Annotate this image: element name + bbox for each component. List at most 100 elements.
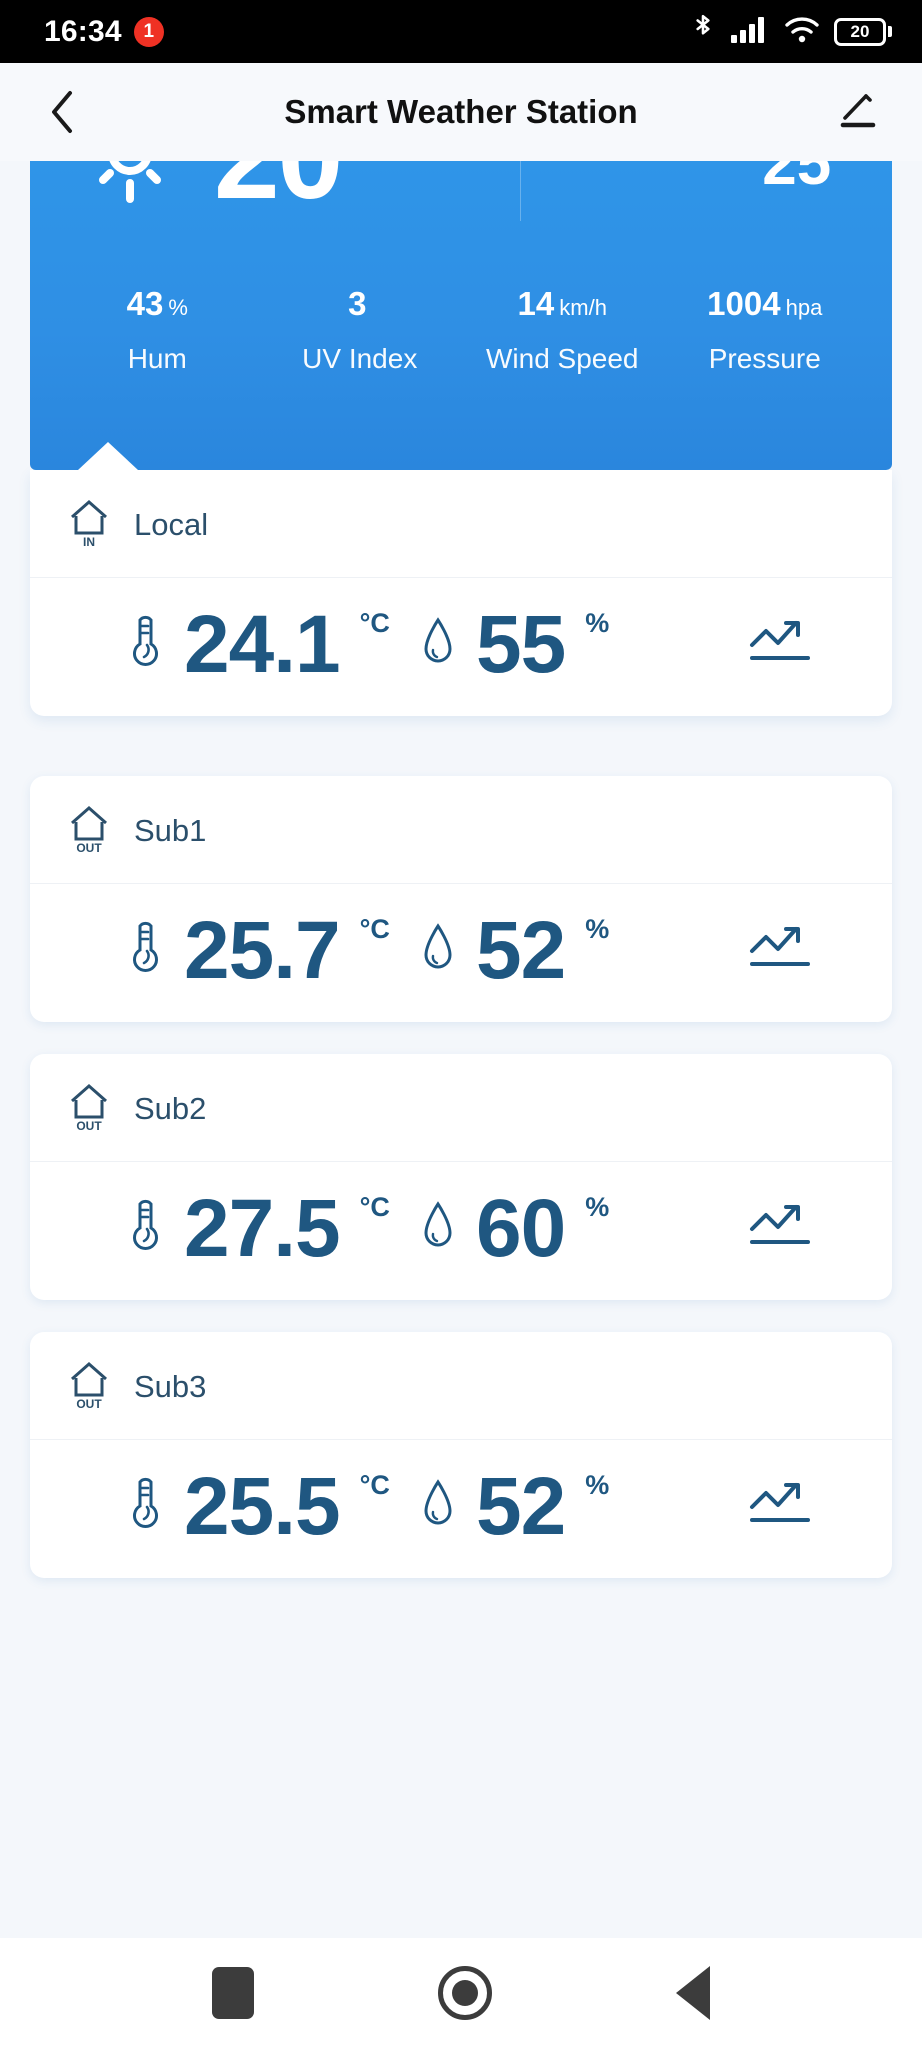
status-bar-clock: 16:34 [44, 14, 122, 48]
thermometer-icon [124, 1196, 164, 1263]
humidity-value: 52 [476, 905, 566, 996]
metric-label: UV Index [302, 343, 418, 374]
temperature-unit: °C [359, 914, 390, 944]
temperature-reading: 25.7 °C [50, 910, 420, 992]
trend-chart-icon [750, 926, 810, 966]
metric-wind-speed: 14 km/h Wind Speed [461, 287, 664, 375]
humidity-unit: % [585, 608, 610, 638]
metric-unit: hpa [785, 295, 823, 320]
metric-uv-index: 3 UV Index [259, 287, 462, 375]
cellular-signal-icon [730, 14, 770, 49]
humidity-unit: % [585, 914, 610, 944]
humidity-unit: % [585, 1470, 610, 1500]
home-indoor-icon: IN [66, 496, 112, 553]
recents-square-icon[interactable] [212, 1967, 254, 2019]
sensor-name: Sub1 [134, 812, 207, 848]
water-drop-icon [420, 920, 456, 983]
card-spacer [30, 716, 892, 776]
sensor-card-sub1[interactable]: OUT Sub1 25.7 °C [30, 776, 892, 1022]
thermometer-icon [124, 1474, 164, 1541]
water-drop-icon [420, 614, 456, 677]
temperature-unit: °C [359, 1470, 390, 1500]
temperature-reading: 27.5 °C [50, 1188, 420, 1270]
sun-icon [76, 161, 184, 216]
metric-value: 14 [517, 285, 555, 322]
sensor-card-header: OUT Sub3 [30, 1332, 892, 1440]
home-outdoor-icon: OUT [66, 1358, 112, 1415]
hero-selected-pointer [78, 442, 138, 470]
metric-value: 1004 [707, 285, 781, 322]
bluetooth-icon [690, 13, 716, 50]
android-navigation-bar [0, 1938, 922, 2048]
sensor-card-header: OUT Sub2 [30, 1054, 892, 1162]
sensor-card-body: 25.5 °C 52 % [30, 1440, 892, 1578]
temperature-value: 25.7 [184, 905, 341, 996]
temperature-unit: °C [359, 608, 390, 638]
hero-secondary-temperature: 25 ° [762, 161, 846, 195]
humidity-reading: 52 % [420, 910, 680, 992]
temperature-reading: 24.1 °C [50, 604, 420, 686]
trend-chart-icon [750, 1204, 810, 1244]
page-title: Smart Weather Station [284, 93, 638, 130]
status-bar: 16:34 1 20 [0, 0, 922, 63]
home-circle-inner [452, 1980, 478, 2006]
thermometer-icon [124, 918, 164, 985]
location-type-text: OUT [76, 1119, 102, 1132]
metric-unit: % [168, 295, 188, 320]
sensor-name: Sub2 [134, 1090, 207, 1126]
metric-label: Hum [127, 343, 187, 374]
sensor-card-body: 27.5 °C 60 % [30, 1162, 892, 1300]
trend-chart-button[interactable] [748, 615, 814, 676]
trend-chart-icon [750, 620, 810, 660]
humidity-value: 52 [476, 1461, 566, 1552]
metric-unit: km/h [559, 295, 607, 320]
status-bar-right: 20 [690, 13, 892, 50]
location-type-text: IN [83, 535, 95, 548]
home-outdoor-icon: OUT [66, 802, 112, 859]
sensor-card-header: IN Local [30, 470, 892, 578]
sensor-card-body: 25.7 °C 52 % [30, 884, 892, 1022]
metric-value: 3 [348, 285, 367, 322]
app-bar: Smart Weather Station [0, 63, 922, 161]
metric-label: Wind Speed [485, 343, 639, 374]
location-type-text: OUT [76, 1397, 102, 1410]
battery-icon: 20 [834, 17, 892, 46]
humidity-value: 60 [476, 1183, 566, 1274]
notification-badge: 1 [133, 16, 164, 47]
water-drop-icon [420, 1198, 456, 1261]
back-chevron-icon [52, 91, 72, 133]
hero-top-row: 20 25 ° [30, 161, 892, 219]
back-button[interactable] [34, 83, 92, 141]
status-bar-left: 16:34 1 [44, 15, 164, 49]
sensor-card-local[interactable]: IN Local 24.1 °C [30, 470, 892, 716]
card-spacer [30, 1022, 892, 1054]
location-type-text: OUT [76, 841, 102, 854]
sensor-card-list: IN Local 24.1 °C [0, 470, 922, 1578]
back-triangle-icon[interactable] [676, 1966, 710, 2020]
hero-divider [520, 161, 521, 221]
sensor-card-sub3[interactable]: OUT Sub3 25.5 °C [30, 1332, 892, 1578]
sensor-name: Local [134, 506, 209, 542]
edit-button[interactable] [830, 83, 888, 141]
edit-pencil-icon [840, 94, 876, 128]
thermometer-icon [124, 612, 164, 679]
card-spacer [30, 1300, 892, 1332]
trend-chart-button[interactable] [748, 1477, 814, 1538]
trend-chart-button[interactable] [748, 1199, 814, 1260]
home-circle-icon[interactable] [438, 1966, 492, 2020]
hero-current-conditions: 20 [76, 161, 343, 217]
battery-cap [888, 26, 892, 37]
humidity-unit: % [585, 1192, 610, 1222]
humidity-value: 55 [476, 599, 566, 690]
hero-secondary-degree: ° [837, 161, 846, 163]
hero-current-temperature: 20 [214, 161, 343, 217]
temperature-value: 24.1 [184, 599, 341, 690]
metric-label: Pressure [708, 343, 821, 374]
hero-metrics-row: 43% Hum 3 UV Index 14 km/h Wind Speed 100… [30, 287, 892, 375]
trend-chart-icon [750, 1482, 810, 1522]
trend-chart-button[interactable] [748, 921, 814, 982]
sensor-card-body: 24.1 °C 55 % [30, 578, 892, 716]
battery-level-text: 20 [834, 17, 886, 46]
sensor-card-sub2[interactable]: OUT Sub2 27.5 °C [30, 1054, 892, 1300]
